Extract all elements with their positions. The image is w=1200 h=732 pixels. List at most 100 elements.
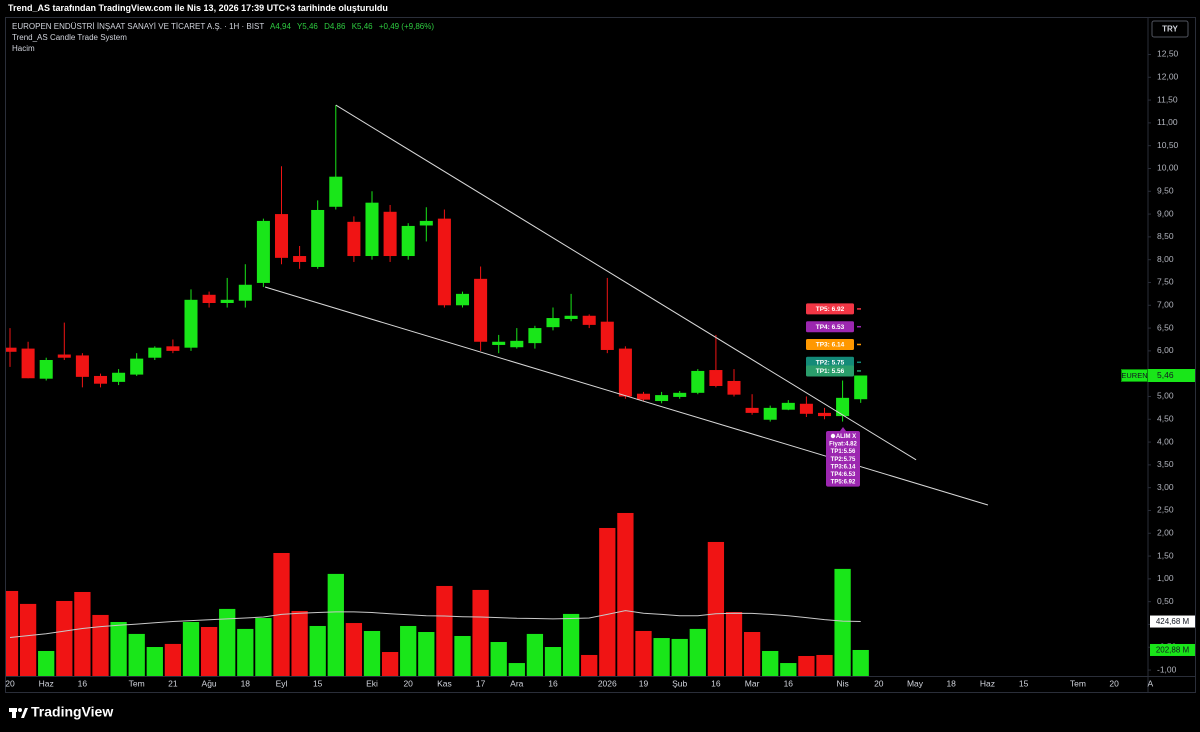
volume-bar: [562, 613, 580, 676]
candle-body: [673, 392, 687, 397]
volume-bar: [164, 643, 182, 676]
volume-bar: [182, 622, 200, 676]
candle-body: [510, 340, 524, 348]
last-price-box: [1121, 368, 1195, 382]
x-tick-label: Kas: [437, 678, 452, 688]
candle-body: [817, 412, 832, 417]
x-tick-label: 17: [476, 678, 486, 688]
volume-bar: [381, 652, 399, 676]
x-tick-label: Nis: [836, 678, 848, 688]
symbol-title: EUROPEN ENDÜSTRİ İNŞAAT SANAYİ VE TİCARE…: [12, 22, 265, 31]
signal-line: TP3:6.14: [831, 464, 856, 470]
candle-body: [836, 397, 850, 417]
credit: Trend_AS tarafından TradingView.com ile …: [8, 3, 388, 13]
volume-bar: [816, 654, 833, 676]
x-tick-label: 18: [241, 678, 251, 688]
volume-bar: [762, 650, 779, 676]
volume-bar: [291, 610, 308, 676]
candle-body: [93, 375, 108, 384]
y-tick-label: 11,50: [1157, 94, 1178, 104]
volume-bar: [74, 591, 91, 676]
signal-pointer: [840, 427, 846, 431]
volume-bar: [581, 654, 598, 676]
y-tick-label: 11,00: [1157, 117, 1178, 127]
volume-bar: [219, 608, 236, 676]
ohlc-change: +0,49 (+9,86%): [378, 22, 434, 31]
candle-body: [130, 358, 144, 375]
candle-body: [582, 315, 596, 325]
candle-body: [148, 347, 162, 358]
x-tick-label: 16: [548, 678, 558, 688]
ohlc-high: Y5,46: [296, 22, 318, 31]
candle-body: [437, 218, 451, 306]
signal-box: [826, 431, 860, 487]
ohlc-open: A4,94: [269, 22, 291, 31]
volume-bar: [255, 618, 272, 676]
y-tick-label: 4,50: [1157, 414, 1174, 424]
candle-body: [383, 211, 397, 257]
target-box: [806, 303, 854, 315]
y-tick-label: 6,50: [1157, 322, 1174, 332]
candle-body: [347, 221, 361, 257]
volume-bar: [418, 632, 435, 676]
candle-body: [745, 407, 759, 413]
signal-line: TP2:5.75: [831, 457, 856, 463]
candle-body: [329, 176, 343, 207]
x-tick-label: 15: [313, 678, 323, 688]
x-tick-label: 18: [946, 678, 956, 688]
y-tick-label: 1,00: [1157, 573, 1174, 583]
candle-body: [365, 202, 379, 257]
volume-axis-label: 202,88 M: [1156, 646, 1190, 655]
y-tick-label: 7,50: [1157, 277, 1174, 287]
y-tick-label: 10,50: [1157, 140, 1179, 150]
y-tick-label: 9,00: [1157, 208, 1174, 218]
target-box: [806, 321, 854, 333]
candle-body: [528, 328, 542, 344]
candle-body: [184, 299, 198, 348]
x-tick-label: Şub: [672, 678, 687, 688]
candle-body: [727, 380, 741, 395]
volume-bar: [345, 623, 363, 676]
candle-body: [854, 375, 868, 400]
volume-bar: [200, 627, 218, 676]
x-tick-label: 20: [874, 678, 884, 688]
ohlc-close: K5,46: [351, 22, 373, 31]
candle-body: [39, 359, 53, 379]
volume-bar: [526, 633, 544, 676]
volume-bar: [454, 635, 471, 676]
y-tick-label: 8,00: [1157, 254, 1174, 264]
volume-bar: [327, 573, 344, 676]
target-label: TP5: 6.92: [816, 306, 845, 313]
volume-bar: [544, 647, 562, 676]
candle-body: [274, 214, 289, 258]
x-tick-label: 16: [711, 678, 721, 688]
x-tick-label: May: [907, 678, 924, 688]
volume-bar: [472, 589, 489, 676]
x-tick-label: Mar: [745, 678, 760, 688]
target-label: TP1: 5.56: [816, 368, 845, 375]
y-tick-label: 2,00: [1157, 528, 1174, 538]
candle-body: [202, 294, 216, 303]
x-tick-label: Ara: [510, 678, 524, 688]
volume-axis-box: [1150, 643, 1195, 656]
symbol-legend: EUROPEN ENDÜSTRİ İNŞAAT SANAYİ VE TİCARE…: [12, 22, 438, 31]
signal-line: TP1:5.56: [831, 449, 856, 455]
x-tick-label: 15: [1019, 678, 1029, 688]
candle-body: [781, 402, 795, 410]
candle-body: [691, 370, 705, 393]
volume-ma-line: [9, 610, 861, 638]
x-tick-label: Tem: [1070, 678, 1086, 688]
currency-box[interactable]: [1151, 20, 1189, 38]
x-tick-label: 16: [784, 678, 794, 688]
x-tick-label: 20: [1109, 678, 1119, 688]
indicator-name: Trend_AS Candle Trade System: [12, 33, 127, 42]
volume-bar: [798, 655, 815, 676]
trend-line: [264, 286, 989, 506]
candle-body: [256, 220, 270, 283]
candle-body: [293, 256, 307, 262]
target-label: TP3: 6.14: [816, 342, 845, 349]
volume-bar: [92, 614, 109, 676]
candle-body: [618, 348, 632, 397]
volume-bar: [852, 649, 869, 676]
